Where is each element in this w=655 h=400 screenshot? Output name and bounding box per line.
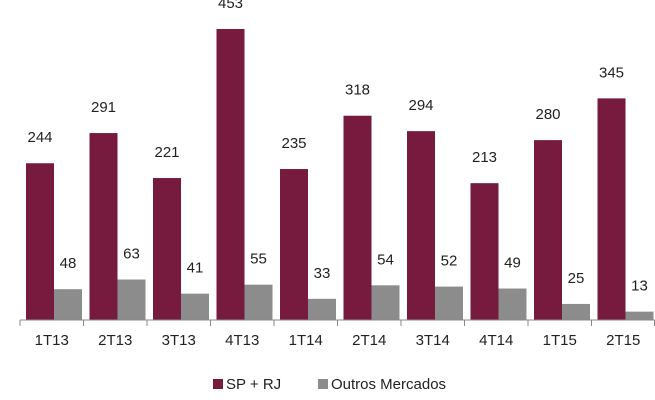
bar: [181, 293, 209, 320]
legend-swatch: [318, 379, 328, 389]
bar: [117, 279, 146, 320]
data-label: 318: [345, 82, 370, 99]
data-label: 291: [91, 99, 116, 116]
data-label: 345: [599, 64, 624, 81]
bar: [534, 140, 562, 320]
data-label: 48: [60, 255, 77, 272]
data-label: 294: [408, 97, 433, 114]
data-label: 13: [631, 278, 648, 295]
bar: [26, 163, 54, 320]
bar: [562, 303, 590, 320]
data-label: 54: [377, 251, 394, 268]
x-tick-label: 4T14: [479, 332, 513, 349]
x-tick-label: 3T13: [162, 332, 196, 349]
bar: [625, 311, 654, 320]
bar: [371, 285, 400, 320]
bar: [470, 183, 499, 320]
x-tick-label: 2T14: [352, 332, 386, 349]
bar: [407, 131, 435, 320]
x-tick-label: 2T15: [606, 332, 640, 349]
x-tick-label: 4T13: [225, 332, 259, 349]
bar: [216, 29, 245, 320]
data-label: 235: [281, 135, 306, 152]
legend-label: SP + RJ: [226, 376, 281, 393]
bar: [597, 98, 626, 320]
data-label: 280: [535, 106, 560, 123]
data-label: 52: [441, 253, 458, 270]
x-tick-label: 2T13: [98, 332, 132, 349]
bar: [153, 178, 181, 320]
bar: [244, 284, 273, 320]
data-label: 33: [314, 265, 331, 282]
bar: [54, 289, 82, 320]
x-tick-label: 3T14: [416, 332, 450, 349]
data-label: 453: [218, 0, 243, 12]
x-tick-label: 1T14: [289, 332, 323, 349]
data-label: 221: [154, 144, 179, 161]
x-tick-label: 1T13: [35, 332, 69, 349]
bar: [89, 133, 118, 320]
data-label: 213: [472, 149, 497, 166]
bar: [280, 169, 308, 320]
data-label: 55: [250, 251, 267, 268]
legend-label: Outros Mercados: [331, 376, 446, 393]
bar: [498, 288, 527, 320]
data-label: 25: [568, 270, 585, 287]
x-tick-label: 1T15: [543, 332, 577, 349]
data-label: 49: [504, 254, 521, 271]
legend-swatch: [213, 379, 223, 389]
bar: [343, 115, 372, 320]
data-label: 244: [27, 129, 52, 146]
bar: [435, 286, 463, 320]
bar: [308, 298, 336, 320]
data-label: 41: [187, 260, 204, 277]
data-label: 63: [123, 245, 140, 262]
